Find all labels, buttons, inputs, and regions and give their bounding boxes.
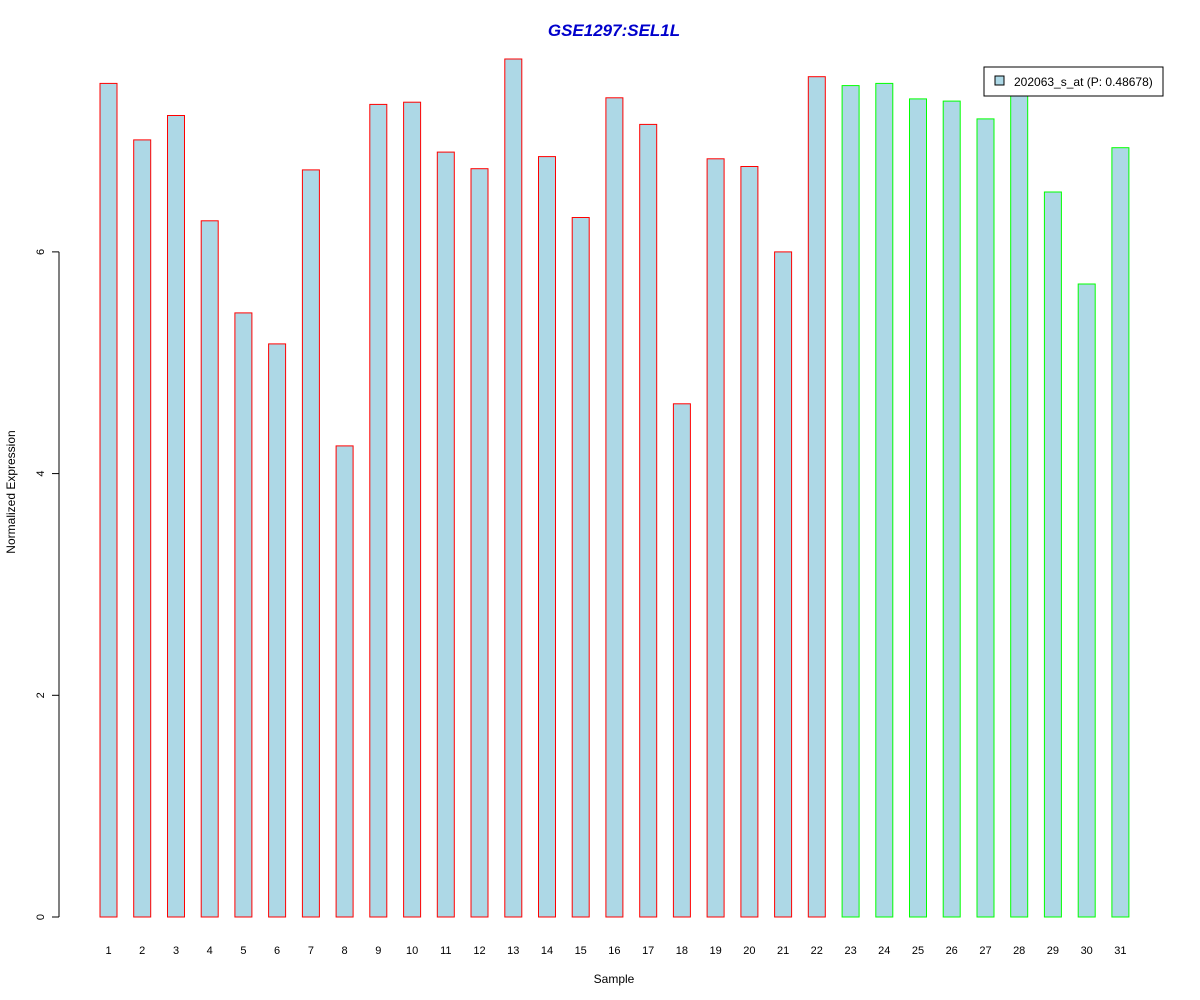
x-tick-label: 21 [777,945,789,957]
y-axis: 0 2 4 6 [35,249,60,920]
x-tick-label: 1 [105,945,111,957]
x-tick-label: 18 [676,945,688,957]
bar-sample-10 [403,101,422,918]
x-tick-label: 29 [1047,945,1059,957]
bar-sample-9 [369,103,388,918]
bar-sample-16 [605,97,624,918]
bar-sample-29 [1043,191,1062,918]
x-tick-label: 31 [1114,945,1126,957]
bar-sample-23 [841,85,860,918]
x-tick-label: 14 [541,945,553,957]
x-tick-label: 9 [375,945,381,957]
y-tick-label: 6 [35,249,47,255]
x-tick-label: 26 [946,945,958,957]
x-tick-label: 7 [308,945,314,957]
bar-sample-3 [167,115,185,918]
bar-sample-7 [301,169,320,918]
x-tick-label: 5 [240,945,246,957]
bar-sample-15 [571,217,590,918]
x-tick-label: 11 [440,945,451,957]
bar-sample-12 [470,168,489,918]
x-tick-label: 13 [507,945,519,957]
bar-sample-18 [672,403,691,918]
bar-sample-14 [538,156,556,918]
legend-swatch [994,75,1005,86]
x-tick-label: 10 [406,945,418,957]
bar-sample-8 [335,445,354,918]
chart-title: GSE1297:SEL1L [548,21,680,40]
bar-sample-27 [976,118,995,918]
bar-sample-13 [504,58,523,918]
y-axis-label: Normalized Expression [4,430,18,553]
y-tick-label: 2 [35,692,47,698]
bar-sample-2 [133,139,152,918]
x-tick-label: 24 [878,945,890,957]
x-tick-label: 23 [844,945,856,957]
x-tick-label: 27 [979,945,991,957]
x-tick-label: 22 [811,945,823,957]
bar-sample-22 [807,76,826,918]
x-tick-label: 3 [173,945,179,957]
x-axis-label: Sample [594,972,635,986]
bar-sample-20 [740,166,759,918]
x-axis-tick-labels: 1 2 3 4 5 6 7 8 9 10 11 12 13 14 15 16 17 18 19 20 21 22 23 24 2… [105,945,1126,957]
bars [99,58,1130,918]
x-tick-label: 17 [642,945,654,957]
x-tick-label: 12 [473,945,485,957]
bar-sample-5 [234,312,253,918]
bar-sample-19 [706,158,725,918]
bar-sample-6 [268,343,287,918]
y-tick-label: 4 [35,471,47,477]
x-tick-label: 30 [1081,945,1093,957]
x-tick-label: 2 [139,945,145,957]
bar-sample-30 [1077,283,1096,918]
x-tick-label: 8 [342,945,348,957]
x-tick-label: 16 [608,945,620,957]
x-tick-label: 15 [575,945,587,957]
bar-sample-28 [1010,88,1029,918]
bar-sample-21 [774,251,793,918]
x-tick-label: 25 [912,945,924,957]
bar-sample-17 [639,123,658,918]
x-tick-label: 19 [709,945,721,957]
bar-sample-4 [200,220,219,918]
bar-sample-24 [875,82,894,918]
legend-box [983,66,1164,97]
x-tick-label: 20 [743,945,755,957]
legend: 202063_s_at (P: 0.48678) [983,66,1164,97]
bar-sample-25 [909,98,927,918]
x-tick-label: 28 [1013,945,1025,957]
legend-entry-label: 202063_s_at (P: 0.48678) [1014,75,1153,89]
bar-sample-11 [436,151,455,918]
x-tick-label: 4 [207,945,213,957]
bar-sample-26 [942,100,961,918]
y-tick-label: 0 [35,914,47,920]
x-tick-label: 6 [274,945,280,957]
bar-sample-1 [99,82,118,918]
bar-sample-31 [1111,147,1130,918]
